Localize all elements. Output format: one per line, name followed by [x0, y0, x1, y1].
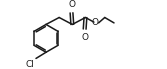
Text: O: O — [92, 18, 99, 27]
Text: O: O — [81, 33, 88, 42]
Text: Cl: Cl — [26, 60, 34, 69]
Text: O: O — [68, 0, 75, 9]
